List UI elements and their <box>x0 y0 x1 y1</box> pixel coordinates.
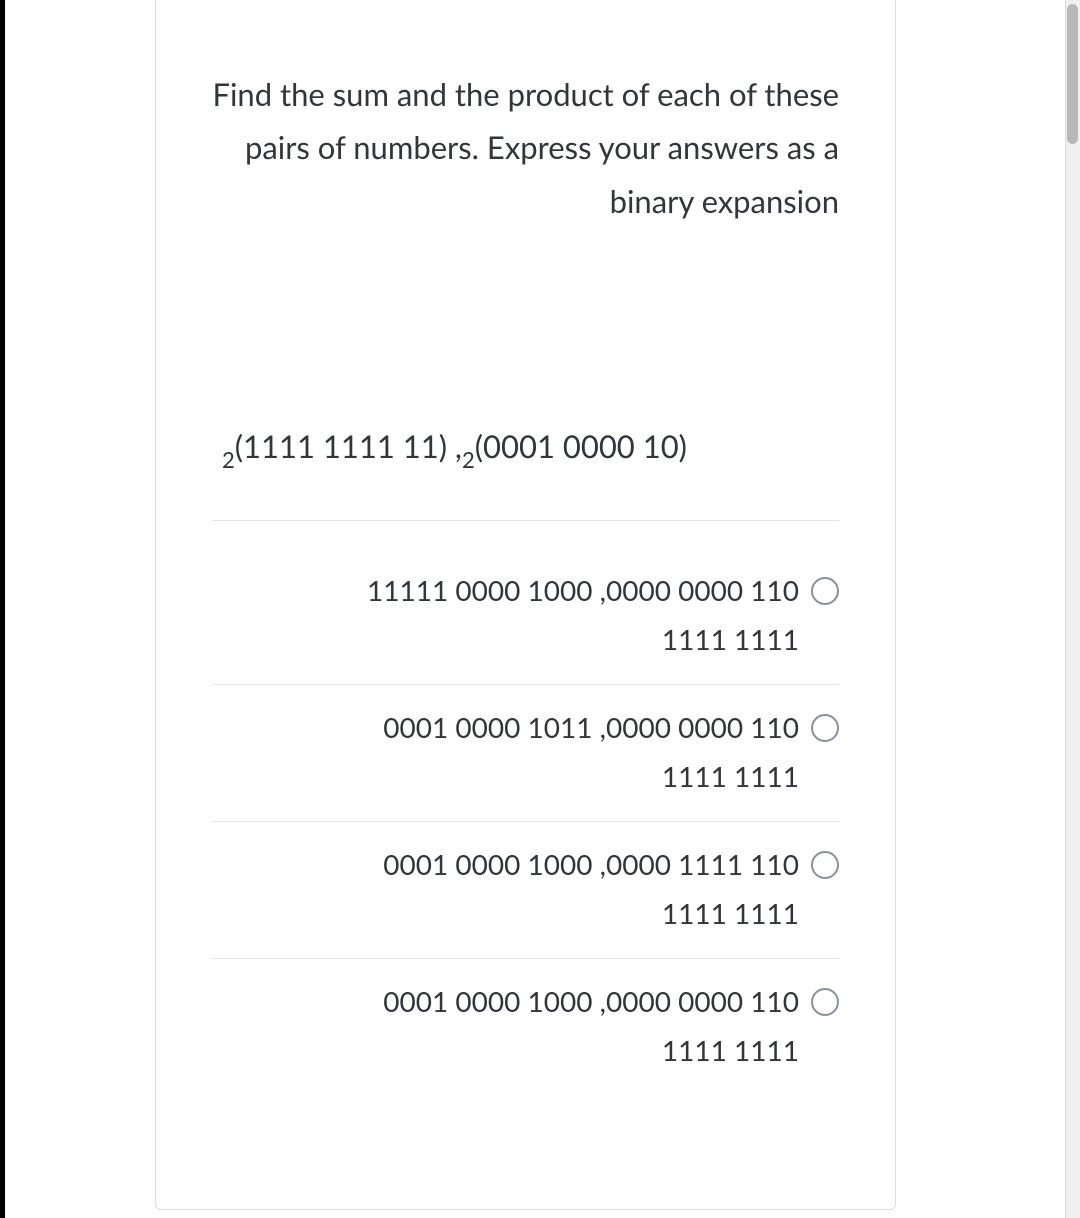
question-prompt: Find the sum and the product of each of … <box>212 68 839 228</box>
formula-part-1: (1111 1111 11) , <box>235 427 462 465</box>
scrollbar-track[interactable] <box>1065 0 1080 1218</box>
option-row[interactable]: 0001 0000 1000 ,0000 1111 110 1111 1111 <box>212 822 839 959</box>
scrollbar-thumb[interactable] <box>1067 4 1078 144</box>
radio-icon[interactable] <box>811 714 839 742</box>
question-card: Find the sum and the product of each of … <box>155 0 896 1210</box>
formula-part-2: (0001 0000 10) <box>475 427 687 465</box>
option-text: 0001 0000 1000 ,0000 0000 110 1111 1111 <box>212 977 801 1075</box>
radio-icon[interactable] <box>811 988 839 1016</box>
radio-icon[interactable] <box>811 851 839 879</box>
option-row[interactable]: 11111 0000 1000 ,0000 0000 110 1111 1111 <box>212 548 839 685</box>
formula-subscript-1: 2 <box>222 446 235 473</box>
formula-subscript-2: 2 <box>462 446 475 473</box>
question-formula: 2(1111 1111 11) ,2(0001 0000 10) <box>212 422 839 521</box>
option-row[interactable]: 0001 0000 1000 ,0000 0000 110 1111 1111 <box>212 959 839 1095</box>
option-text: 11111 0000 1000 ,0000 0000 110 1111 1111 <box>212 566 801 664</box>
options-list: 11111 0000 1000 ,0000 0000 110 1111 1111… <box>212 548 839 1095</box>
radio-icon[interactable] <box>811 577 839 605</box>
page-background: Find the sum and the product of each of … <box>5 0 1065 1218</box>
option-row[interactable]: 0001 0000 1011 ,0000 0000 110 1111 1111 <box>212 685 839 822</box>
option-text: 0001 0000 1000 ,0000 1111 110 1111 1111 <box>212 840 801 938</box>
option-text: 0001 0000 1011 ,0000 0000 110 1111 1111 <box>212 703 801 801</box>
